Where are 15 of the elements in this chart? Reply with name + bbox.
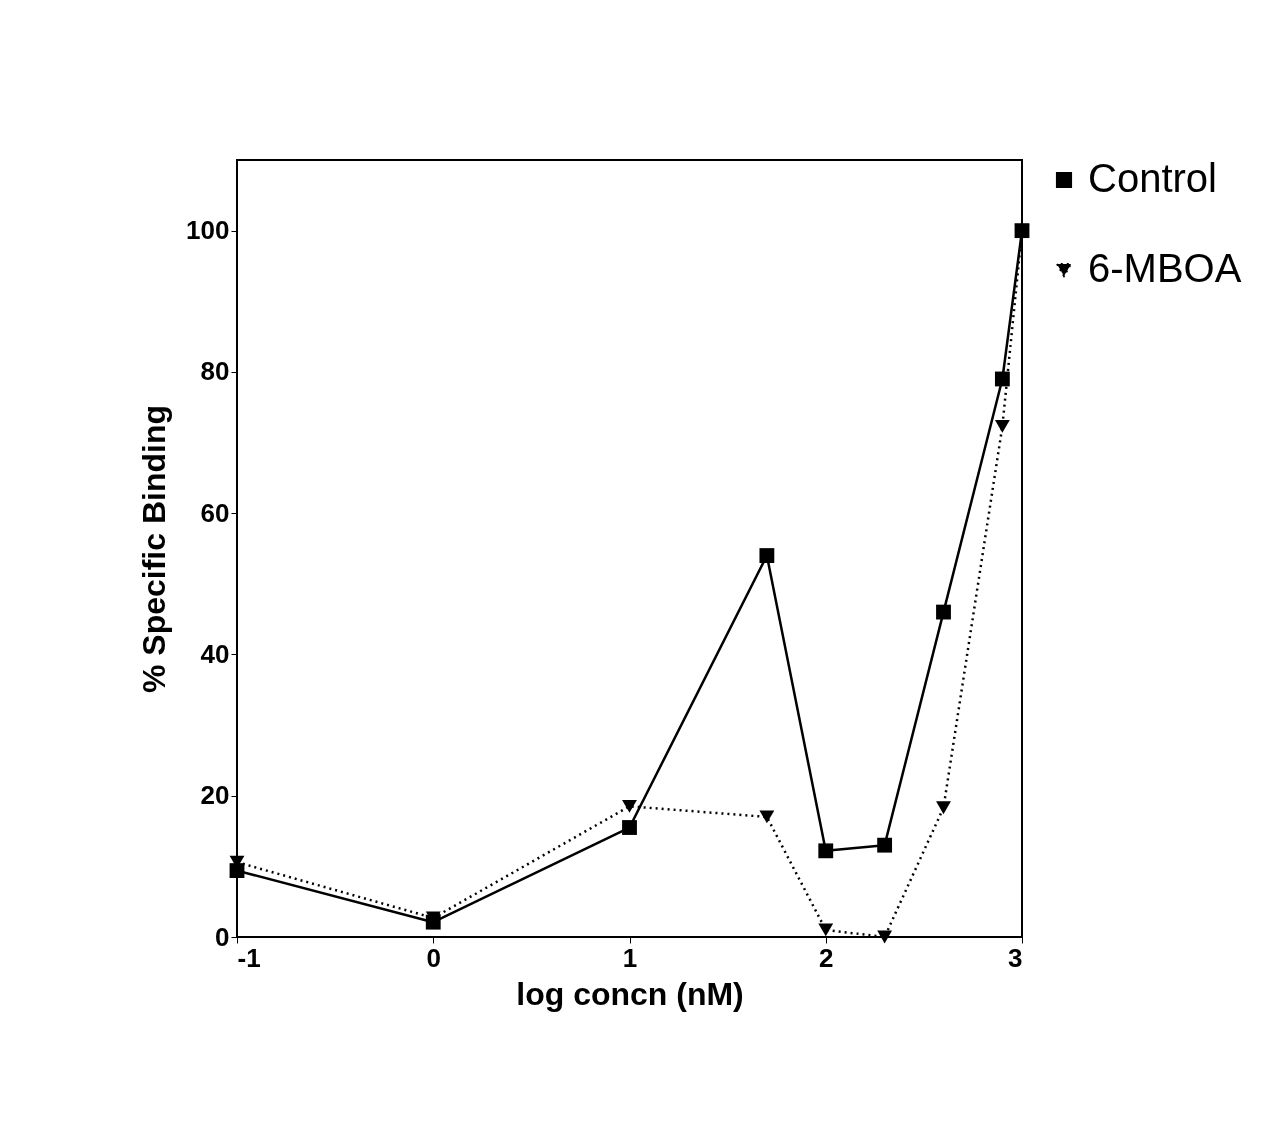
y-tick-label: 100 bbox=[186, 215, 230, 246]
y-tick-label: 40 bbox=[200, 638, 230, 669]
y-tick-label: 0 bbox=[215, 921, 230, 952]
x-axis-title: log concn (nM) bbox=[516, 975, 744, 1012]
x-tick-label: 0 bbox=[426, 942, 441, 973]
x-tick-label: -1 bbox=[237, 942, 261, 973]
y-tick-label: 60 bbox=[200, 497, 230, 528]
legend-label: Control bbox=[1088, 156, 1217, 200]
y-tick-label: 80 bbox=[200, 356, 230, 387]
x-tick-label: 1 bbox=[622, 942, 638, 973]
x-tick-label: 3 bbox=[1008, 942, 1023, 973]
y-tick-label: 20 bbox=[200, 780, 230, 811]
legend-label: 6-MBOA bbox=[1088, 246, 1242, 290]
y-axis-title: % Specific Binding bbox=[136, 404, 173, 694]
x-tick-label: 2 bbox=[819, 942, 834, 973]
